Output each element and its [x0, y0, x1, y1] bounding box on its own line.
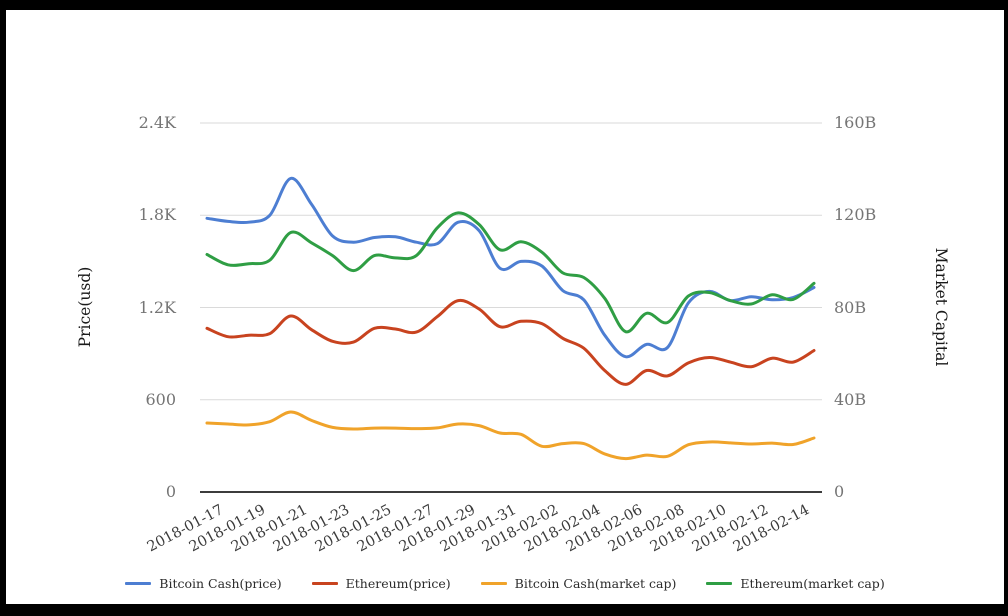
right-axis-tick-label: 0	[834, 482, 845, 501]
series-line-bitcoin-cash-price	[205, 176, 816, 359]
legend-item-bitcoin-cash-market-cap[interactable]: Bitcoin Cash(market cap)	[480, 576, 677, 591]
left-axis-tick-label: 1.8K	[138, 205, 176, 225]
legend-swatch-icon	[125, 582, 152, 585]
chart-page: 2.4K 1.8K 1.2K 600 0 160B 120B 80B 40B 0 2018-01…	[6, 10, 1004, 604]
left-axis-tick-label: 600	[145, 389, 176, 409]
plot-area	[200, 122, 822, 493]
series-line-bitcoin-cash-market-cap	[205, 410, 816, 461]
right-axis-title: Market Capital	[932, 247, 950, 367]
left-axis-title: Price(usd)	[76, 266, 94, 348]
right-axis-tick-label: 80B	[834, 297, 867, 317]
right-axis-tick-label: 120B	[834, 205, 877, 225]
chart: 2.4K 1.8K 1.2K 600 0 160B 120B 80B 40B 0 2018-01…	[6, 10, 1004, 604]
legend-swatch-icon	[480, 582, 507, 585]
legend-swatch-icon	[311, 582, 338, 585]
left-axis-tick-label: 1.2K	[138, 297, 176, 317]
right-axis-tick-label: 40B	[834, 389, 867, 409]
legend-label: Bitcoin Cash(market cap)	[514, 576, 677, 591]
legend-label: Ethereum(market cap)	[740, 576, 885, 591]
legend-label: Bitcoin Cash(price)	[159, 576, 282, 591]
right-axis-tick-label: 160B	[834, 113, 877, 132]
legend-item-bitcoin-cash-price[interactable]: Bitcoin Cash(price)	[125, 576, 282, 591]
legend: Bitcoin Cash(price) Ethereum(price) Bitcoi…	[6, 576, 1004, 591]
series-line-ethereum-price	[205, 298, 816, 386]
left-axis-tick-label: 0	[165, 482, 176, 501]
left-axis-tick-label: 2.4K	[138, 113, 176, 132]
legend-swatch-icon	[706, 582, 733, 585]
legend-item-ethereum-price[interactable]: Ethereum(price)	[311, 576, 451, 591]
legend-label: Ethereum(price)	[345, 576, 451, 591]
series-line-ethereum-market-cap	[205, 211, 816, 334]
legend-item-ethereum-market-cap[interactable]: Ethereum(market cap)	[706, 576, 885, 591]
